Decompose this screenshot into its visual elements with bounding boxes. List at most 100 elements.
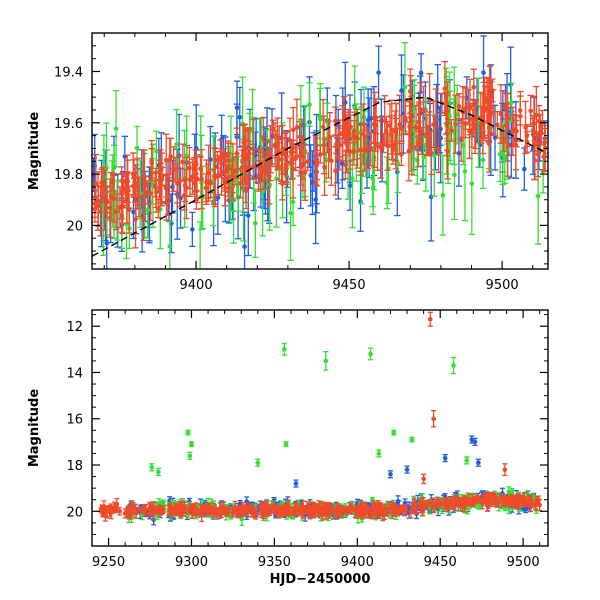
data-point — [297, 153, 303, 159]
data-point — [308, 173, 313, 178]
data-point — [154, 189, 159, 195]
data-point — [486, 141, 492, 146]
data-point — [361, 148, 367, 153]
data-point — [263, 168, 268, 174]
bottom-plot-area — [98, 311, 543, 527]
data-point — [462, 169, 468, 174]
data-point — [333, 168, 338, 174]
data-point — [284, 155, 289, 160]
data-point — [456, 104, 462, 109]
data-point — [421, 154, 426, 160]
data-point — [253, 220, 258, 226]
data-point — [469, 130, 475, 136]
data-point — [481, 70, 486, 75]
data-point — [317, 114, 323, 119]
data-point — [241, 140, 246, 145]
data-point — [485, 106, 491, 111]
data-point — [458, 137, 464, 143]
data-point — [184, 185, 189, 191]
data-point — [135, 181, 140, 186]
data-point — [341, 114, 347, 120]
data-point — [120, 204, 126, 209]
data-point — [194, 197, 199, 203]
data-point — [524, 133, 530, 138]
data-point — [131, 209, 136, 215]
data-point — [342, 126, 348, 132]
data-point — [408, 509, 414, 514]
data-point — [534, 112, 539, 118]
data-point — [518, 114, 523, 119]
data-point — [225, 158, 231, 164]
data-point — [535, 152, 541, 157]
data-point — [409, 118, 414, 124]
data-point — [234, 150, 240, 156]
data-point — [199, 176, 204, 182]
data-point — [113, 209, 119, 215]
data-point — [381, 140, 386, 146]
data-point — [239, 516, 245, 522]
data-point — [448, 499, 453, 505]
top-axes-frame — [91, 32, 549, 270]
data-point — [133, 217, 138, 222]
data-point — [208, 157, 213, 162]
data-point — [429, 150, 434, 156]
data-point — [384, 128, 389, 134]
data-point — [449, 128, 454, 133]
data-point — [347, 183, 353, 188]
data-point — [463, 106, 468, 111]
y-tick-label: 20 — [66, 219, 83, 234]
data-point — [376, 70, 381, 75]
data-point — [181, 193, 187, 198]
data-point — [490, 88, 495, 93]
data-point — [119, 214, 125, 219]
data-point — [290, 127, 296, 133]
data-point — [406, 149, 412, 154]
data-point — [509, 489, 515, 494]
series-red — [92, 60, 548, 249]
data-point — [413, 125, 419, 130]
data-point — [159, 177, 165, 182]
data-point — [350, 176, 355, 181]
data-point — [270, 126, 276, 132]
data-point — [541, 154, 547, 159]
data-point — [522, 166, 527, 172]
data-point — [290, 149, 295, 155]
data-point — [126, 207, 132, 213]
data-point — [163, 185, 169, 191]
data-point — [440, 192, 446, 198]
data-point — [480, 157, 486, 163]
data-point — [132, 184, 138, 190]
data-point — [502, 155, 508, 161]
data-point — [384, 180, 390, 186]
data-point — [506, 489, 512, 495]
data-point — [509, 100, 514, 105]
data-point — [294, 125, 300, 130]
data-point — [503, 123, 509, 128]
data-point — [203, 185, 209, 191]
data-point — [355, 136, 360, 141]
data-point — [145, 207, 151, 213]
data-point — [314, 162, 320, 168]
data-point — [501, 136, 506, 141]
data-point — [237, 114, 243, 120]
data-point — [414, 506, 419, 511]
data-point — [302, 170, 308, 175]
data-point — [399, 126, 404, 131]
x-tick-label: 9500 — [486, 278, 519, 293]
data-point — [168, 154, 173, 159]
data-point — [180, 159, 186, 165]
data-point — [358, 199, 363, 204]
data-point — [329, 158, 334, 164]
series-blue — [92, 35, 548, 269]
y-tick-label: 19.8 — [54, 168, 83, 183]
data-point — [399, 152, 404, 157]
data-point — [418, 504, 424, 510]
data-point — [370, 185, 376, 190]
data-point — [171, 166, 176, 172]
data-point — [96, 203, 101, 209]
data-point — [473, 121, 479, 127]
data-point — [187, 177, 193, 182]
data-point — [124, 180, 129, 185]
data-point — [452, 172, 457, 178]
data-point — [141, 216, 146, 222]
